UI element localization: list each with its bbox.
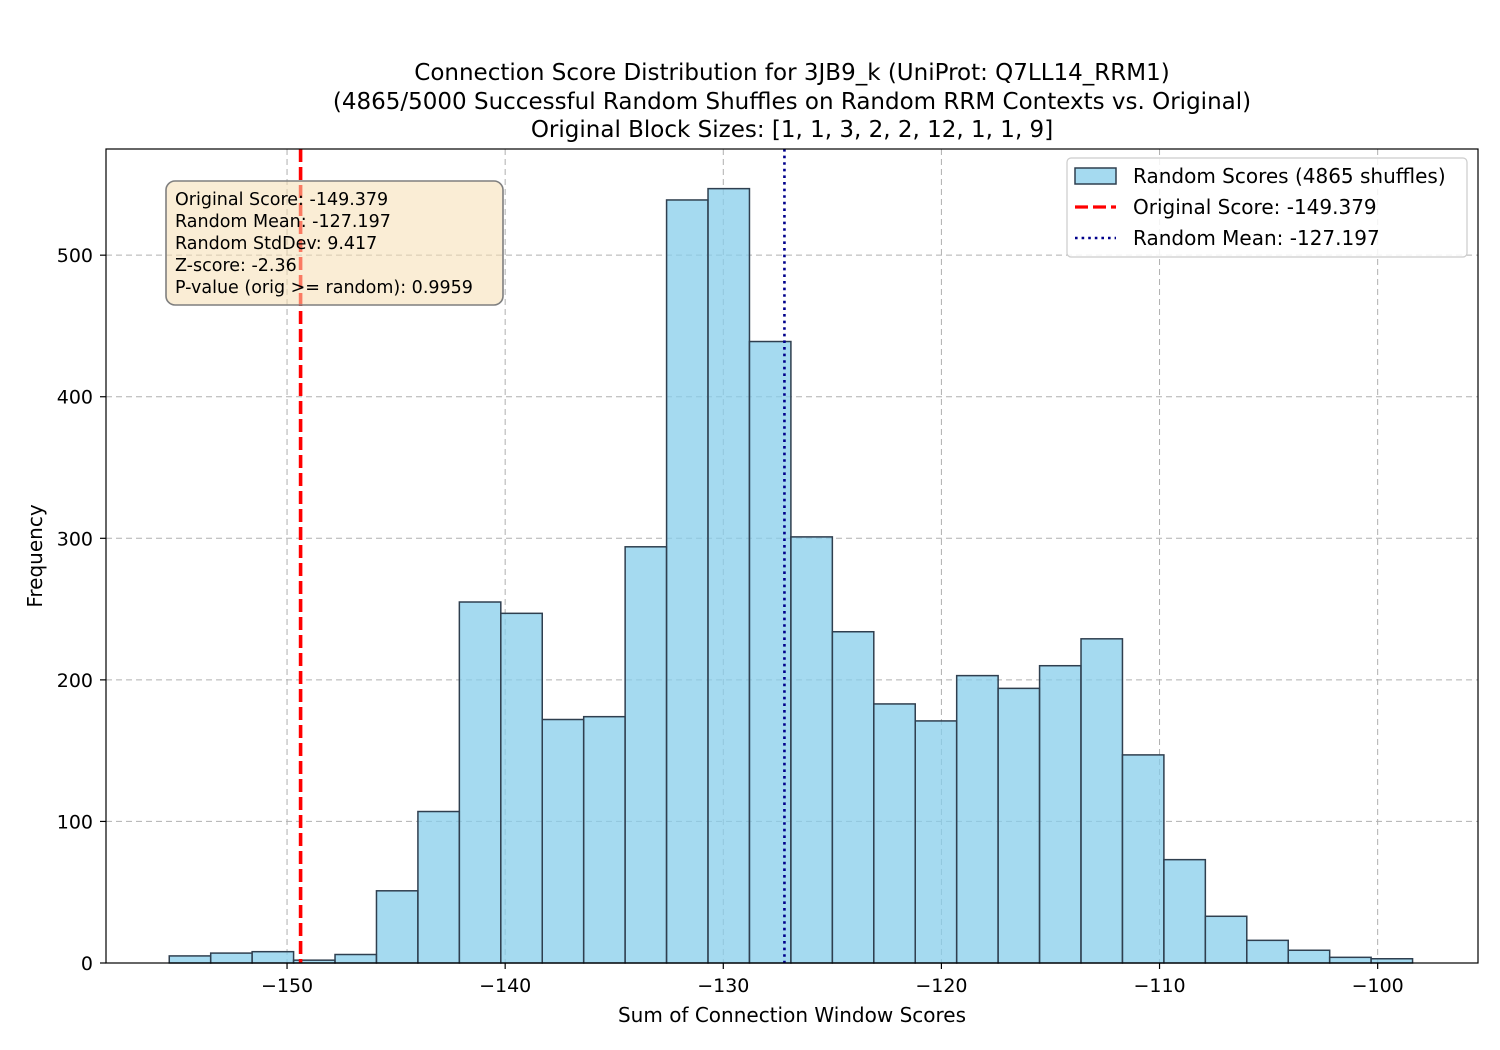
plot-area-frame [105,148,1479,964]
histogram-bar [955,674,999,964]
chart-title: Connection Score Distribution for 3JB9_k… [333,60,1251,143]
histogram-bar [707,187,751,964]
x-axis: −150 −140 −130 −120 −110 −100 [261,963,1404,997]
stats-random-mean: Random Mean: -127.197 [175,212,391,232]
legend-label-random-scores: Random Scores (4865 shuffles) [1133,164,1446,188]
y-tick-label: 400 [57,387,93,409]
chart-title-line-2: (4865/5000 Successful Random Shuffles on… [333,89,1251,115]
histogram-bar [1080,638,1124,964]
histogram-bar [665,199,709,964]
chart-title-line-1: Connection Score Distribution for 3JB9_k… [414,60,1169,86]
histogram-bar [873,703,916,964]
histogram-bar [417,810,461,964]
histogram-bar [1038,664,1082,964]
histogram-bar [1121,754,1165,964]
histogram-bar [1370,958,1414,964]
histogram-bars [168,187,1414,964]
y-tick-label: 500 [57,245,93,267]
legend-frame [1066,157,1468,258]
histogram-bar [1204,915,1248,964]
histogram-bar [168,955,212,964]
x-tick-label: −150 [261,975,313,997]
x-axis-label: Sum of Connection Window Scores [618,1003,966,1027]
x-tick-label: −110 [1133,975,1185,997]
histogram-bar [541,718,585,964]
histogram-bar [375,890,419,964]
histogram-bar [914,720,958,964]
stats-annotation-box: Original Score: -149.379 Random Mean: -1… [165,180,504,306]
histogram-bar [1287,949,1331,964]
y-tick-label: 100 [57,811,93,833]
x-tick-label: −120 [915,975,967,997]
legend-label-random-mean: Random Mean: -127.197 [1133,226,1380,250]
stats-box-background [165,180,504,306]
histogram-bar [334,953,378,964]
histogram-bar [1163,858,1207,964]
stats-z-score: Z-score: -2.36 [175,256,297,276]
histogram-bar [831,630,875,964]
chart-legend: Random Scores (4865 shuffles) Original S… [1066,157,1468,258]
y-tick-label: 0 [81,953,93,975]
histogram-bar [1328,956,1372,964]
stats-p-value: P-value (orig >= random): 0.9959 [175,278,473,298]
histogram-bar [790,536,834,964]
legend-swatch-random-scores [1074,167,1117,185]
histogram-bar [582,715,626,964]
histogram-bar [500,612,543,964]
histogram-bar [1246,939,1289,964]
y-axis: 0 100 200 300 400 500 [57,245,106,975]
y-axis-label: Frequency [23,504,47,607]
chart-title-line-3: Original Block Sizes: [1, 1, 3, 2, 2, 12… [531,117,1053,143]
x-tick-label: −140 [479,975,531,997]
histogram-bar [997,687,1041,964]
histogram-bar [624,546,668,964]
legend-label-original-score: Original Score: -149.379 [1133,195,1377,219]
y-tick-label: 300 [57,528,93,550]
stats-original-score: Original Score: -149.379 [175,190,388,210]
histogram-bar [251,950,295,964]
y-tick-label: 200 [57,670,93,692]
stats-random-stddev: Random StdDev: 9.417 [175,234,377,254]
histogram-bar [458,601,502,964]
histogram-bar [209,952,253,964]
x-tick-label: −100 [1352,975,1404,997]
x-tick-label: −130 [697,975,749,997]
